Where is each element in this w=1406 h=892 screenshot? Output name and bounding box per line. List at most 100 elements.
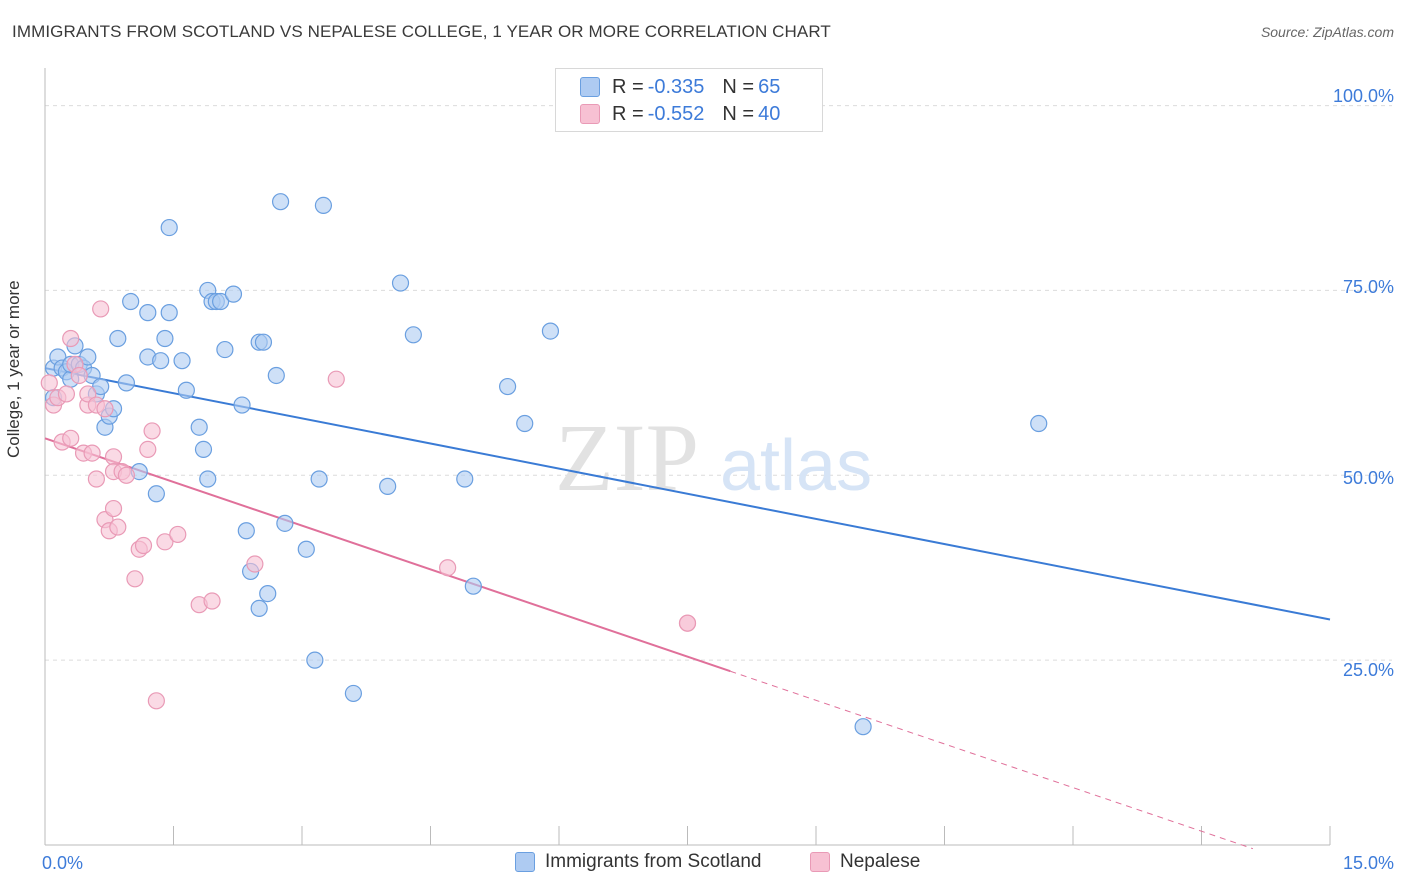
point-scotland [160, 304, 178, 322]
point-scotland [276, 514, 294, 532]
point-nepalese [169, 525, 187, 544]
point-nepalese [678, 614, 697, 632]
axes [44, 68, 1331, 846]
point-scotland [224, 285, 243, 303]
point-scotland [152, 352, 170, 370]
bottom-legend-nepalese: Nepalese [810, 851, 920, 873]
point-nepalese [117, 466, 135, 484]
point-scotland [237, 522, 255, 540]
point-scotland [216, 340, 234, 359]
bottom-legend-swatch-nepalese [810, 852, 830, 872]
legend-r-value: -0.335 [647, 75, 705, 98]
trend-lines [44, 367, 1331, 850]
point-scotland [156, 329, 174, 348]
point-nepalese [156, 533, 174, 551]
trend-line-extension-nepalese [730, 670, 1254, 850]
point-nepalese [70, 366, 88, 385]
trend-line-scotland [44, 367, 1331, 621]
chart-title: IMMIGRANTS FROM SCOTLAND VS NEPALESE COL… [12, 22, 831, 41]
point-nepalese [57, 385, 76, 403]
bottom-legend-swatch-scotland [515, 852, 535, 872]
point-scotland [79, 348, 97, 366]
point-scotland [456, 470, 474, 488]
point-nepalese [104, 499, 123, 518]
x-tick-min: 0.0% [42, 853, 84, 873]
point-scotland [160, 218, 178, 237]
point-scotland [314, 196, 333, 214]
bottom-legend-label-nepalese: Nepalese [840, 851, 921, 872]
bottom-legend-scotland: Immigrants from Scotland [515, 851, 761, 873]
point-scotland [139, 304, 157, 322]
point-nepalese [246, 555, 264, 573]
point-nepalese [109, 518, 127, 536]
point-nepalese [87, 470, 106, 488]
y-tick-25: 25.0% [1342, 660, 1394, 680]
point-scotland [267, 366, 285, 385]
point-scotland [379, 477, 397, 495]
point-scotland [516, 414, 534, 433]
point-scotland [109, 329, 127, 348]
point-scotland [854, 718, 872, 736]
stats-legend: R = -0.335 N = 65 R = -0.552 N = 40 [555, 68, 823, 132]
point-scotland [212, 292, 230, 311]
point-scotland [117, 374, 135, 392]
point-scotland [194, 440, 213, 459]
point-nepalese [143, 422, 161, 440]
point-scotland [250, 599, 268, 617]
point-scotland [199, 470, 217, 488]
point-scotland [306, 651, 324, 669]
point-nepalese [83, 444, 101, 462]
x-tick-max: 15.0% [1342, 853, 1394, 873]
point-nepalese [104, 448, 123, 466]
legend-r-value: -0.552 [647, 102, 705, 125]
point-scotland [391, 274, 410, 292]
point-scotland [541, 322, 560, 340]
point-nepalese [139, 440, 157, 459]
point-nepalese [327, 370, 345, 388]
point-scotland [297, 540, 315, 558]
legend-swatch-scotland [580, 77, 600, 97]
point-scotland [1030, 414, 1048, 433]
point-scotland [233, 396, 251, 414]
y-axis-label: College, 1 year or more [4, 280, 23, 458]
legend-r-label: R = [612, 102, 644, 125]
watermark-atlas: atlas [720, 426, 872, 506]
point-scotland [254, 333, 273, 351]
point-scotland [147, 485, 165, 503]
legend-row-nepalese: R = -0.552 N = 40 [580, 102, 780, 126]
legend-n-label: N = [722, 102, 755, 125]
point-nepalese [62, 329, 80, 348]
point-scotland [499, 377, 517, 396]
point-scotland [173, 352, 191, 370]
point-nepalese [126, 570, 144, 588]
point-nepalese [40, 374, 58, 392]
bottom-legend-label-scotland: Immigrants from Scotland [545, 851, 762, 872]
y-tick-100: 100.0% [1332, 86, 1394, 106]
point-scotland [177, 381, 195, 399]
y-tick-75: 75.0% [1342, 277, 1394, 297]
point-nepalese [134, 536, 153, 555]
legend-n-value: 65 [758, 75, 781, 98]
point-scotland [344, 684, 362, 703]
legend-r-label: R = [612, 75, 644, 98]
y-tick-50: 50.0% [1342, 468, 1394, 488]
point-scotland [310, 470, 328, 488]
point-scotland [190, 418, 208, 436]
data-points [40, 193, 1048, 736]
watermark-zip: ZIP [555, 404, 699, 511]
point-scotland [92, 377, 110, 396]
point-scotland [122, 292, 140, 311]
watermark: ZIP atlas [555, 404, 872, 511]
point-nepalese [439, 559, 457, 577]
legend-n-value: 40 [758, 102, 781, 125]
point-nepalese [92, 300, 110, 318]
point-nepalese [96, 400, 114, 418]
point-nepalese [203, 592, 221, 610]
trend-line-nepalese [44, 437, 731, 673]
point-scotland [271, 193, 290, 211]
point-nepalese [147, 692, 165, 710]
legend-row-scotland: R = -0.335 N = 65 [580, 75, 780, 99]
point-scotland [404, 326, 422, 344]
legend-swatch-nepalese [580, 104, 600, 124]
